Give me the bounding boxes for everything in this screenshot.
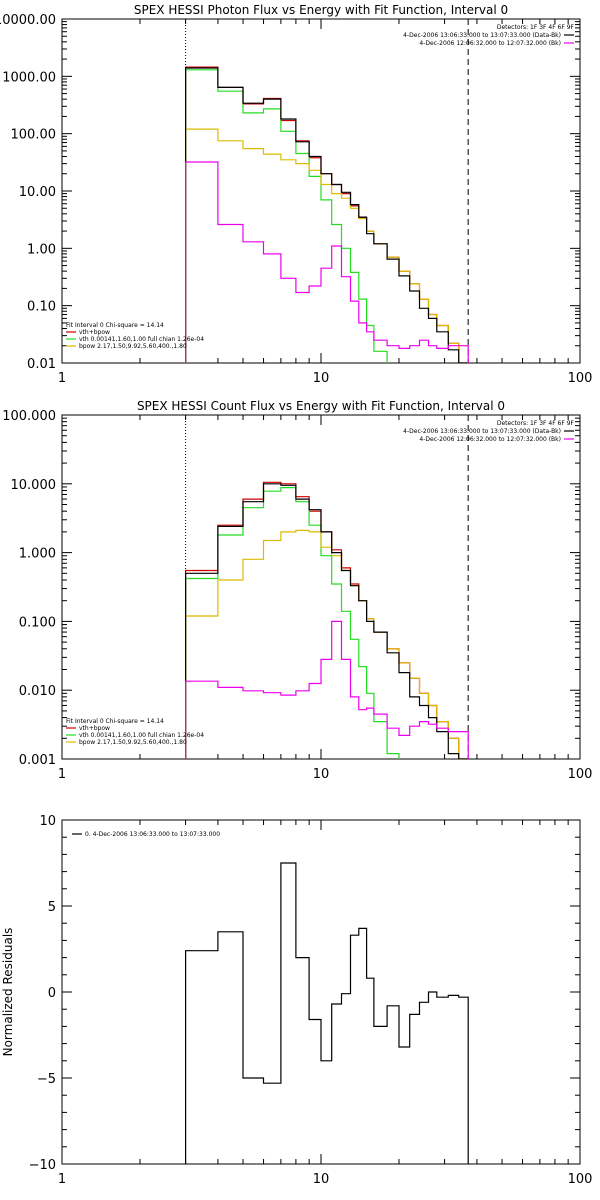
x-tick-label: 100 — [568, 1172, 593, 1187]
series-bk-line — [185, 161, 469, 363]
y-tick-label: 10.000 — [11, 478, 57, 493]
series-bpow-line — [185, 529, 469, 759]
x-tick-label: 1 — [58, 767, 66, 782]
legend-entry-label: bpow 2.17,1.50,9.92,5.60,400.,1.80 — [79, 739, 187, 746]
y-tick-label: 100.000 — [2, 409, 56, 424]
x-tick-label: 10 — [313, 1172, 330, 1187]
x-tick-label: 1 — [58, 1172, 66, 1187]
series-vth-line — [185, 487, 400, 759]
y-tick-label: 10 — [39, 814, 56, 829]
legend-entry-label: 4-Dec-2006 13:06:33.000 to 13:07:33.000 … — [403, 32, 561, 39]
legend-entry-label: vth 0.00141,1.60,1.00 full chian 1.26e-0… — [79, 732, 204, 739]
photon-flux-panel: SPEX HESSI Photon Flux vs Energy with Fi… — [0, 3, 593, 386]
series-bpow-line — [185, 128, 469, 363]
legend-entry-label: 4-Dec-2006 12:06:32.000 to 12:07:32.000 … — [419, 40, 561, 47]
y-tick-label: 100.00 — [11, 128, 57, 143]
x-tick-label: 10 — [313, 767, 330, 782]
y-tick-label: 0.100 — [19, 615, 56, 630]
y-tick-label: 1.000 — [19, 547, 56, 562]
legend-entry-label: 0. 4-Dec-2006 13:06:33.000 to 13:07:33.0… — [85, 831, 220, 838]
y-tick-label: −5 — [37, 1072, 56, 1087]
legend-detectors-header: Detectors: 1F 3F 4F 6F 9F — [497, 24, 575, 31]
legend-entry-label: bpow 2.17,1.50,9.92,5.60,400.,1.80 — [79, 343, 187, 350]
y-tick-label: 0.01 — [27, 357, 56, 372]
y-axis-label: Normalized Residuals — [1, 928, 15, 1057]
y-tick-label: 0.010 — [19, 684, 56, 699]
y-tick-label: 1.00 — [27, 242, 56, 257]
y-tick-label: 5 — [48, 900, 56, 915]
count-flux-panel: SPEX HESSI Count Flux vs Energy with Fit… — [2, 399, 592, 782]
y-tick-label: 10.00 — [19, 185, 56, 200]
residuals-panel: Normalized Residuals 1 10 100 10 5 0 −5 −10 0. 4-… — [1, 814, 592, 1187]
plot-frame — [61, 414, 581, 760]
x-tick-label: 100 — [568, 767, 593, 782]
legend-entry-label: vth+bpow — [79, 329, 110, 336]
series-data-bk-line — [185, 483, 469, 759]
y-tick-label: −10 — [29, 1158, 56, 1173]
series-vth-line — [185, 69, 388, 363]
y-tick-label: 10000.00 — [0, 13, 56, 28]
legend-fit-header: Fit Interval 0 Chi-square = 14.14 — [66, 718, 164, 725]
y-tick-label: 0.001 — [19, 753, 56, 768]
legend-entry-label: 4-Dec-2006 12:06:32.000 to 12:07:32.000 … — [419, 436, 561, 443]
x-tick-label: 10 — [313, 371, 330, 386]
chart-title: SPEX HESSI Photon Flux vs Energy with Fi… — [134, 3, 508, 17]
plot-frame — [61, 819, 581, 1165]
series-0-4-dec-2006-13-06-33-000-to-13-07-33-000-line — [185, 862, 469, 1164]
chart-title: SPEX HESSI Count Flux vs Energy with Fit… — [137, 399, 505, 413]
y-tick-label: 1000.00 — [2, 70, 56, 85]
legend-entry-label: vth 0.00141,1.60,1.00 full chian 1.26e-0… — [79, 336, 204, 343]
legend-fit-header: Fit Interval 0 Chi-square = 14.14 — [66, 322, 164, 329]
x-tick-label: 1 — [58, 371, 66, 386]
series-data-bk-line — [185, 67, 469, 363]
series-bk-line — [185, 620, 469, 759]
y-tick-label: 0.10 — [27, 300, 56, 315]
y-tick-label: 0 — [48, 986, 56, 1001]
legend-detectors-header: Detectors: 1F 3F 4F 6F 9F — [497, 420, 575, 427]
legend-entry-label: 4-Dec-2006 13:06:33.000 to 13:07:33.000 … — [403, 428, 561, 435]
legend-entry-label: vth+bpow — [79, 725, 110, 732]
series-vth-bpow-line — [185, 66, 469, 363]
x-tick-label: 100 — [568, 371, 593, 386]
